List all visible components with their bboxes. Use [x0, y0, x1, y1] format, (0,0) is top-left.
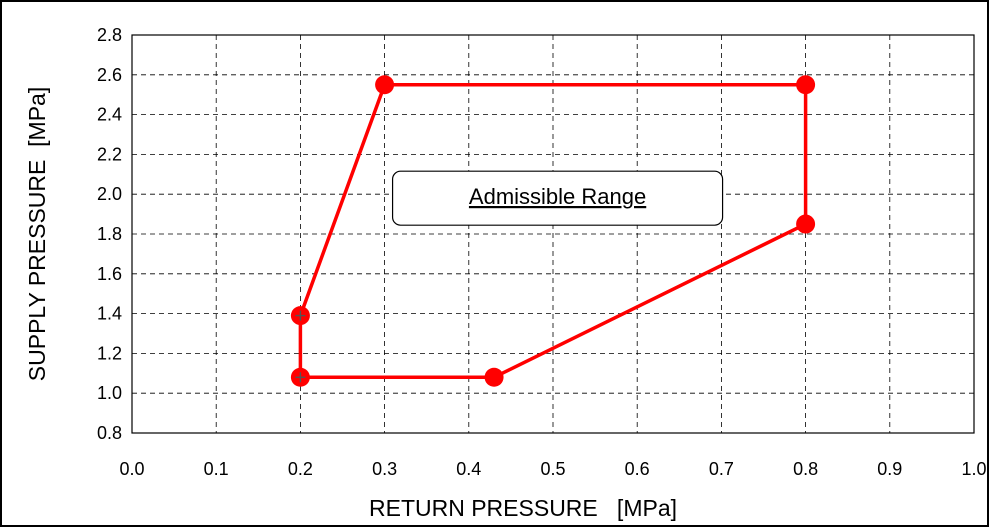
- x-tick-label-0.4: 0.4: [456, 459, 481, 479]
- data-point-1: [375, 75, 395, 95]
- x-tick-label-0.5: 0.5: [540, 459, 565, 479]
- x-tick-label-0.9: 0.9: [877, 459, 902, 479]
- data-point-3: [796, 214, 816, 234]
- x-tick-label-0.7: 0.7: [709, 459, 734, 479]
- x-tick-label-0.6: 0.6: [625, 459, 650, 479]
- y-tick-label-1.6: 1.6: [97, 264, 122, 284]
- plot-area-border: [131, 34, 975, 434]
- x-tick-label-0.0: 0.0: [119, 459, 144, 479]
- y-tick-label-1.4: 1.4: [97, 304, 122, 324]
- annotation-box: [391, 170, 724, 226]
- y-tick-label-1.0: 1.0: [97, 383, 122, 403]
- x-tick-label-1.0: 1.0: [961, 459, 986, 479]
- y-tick-label-2.2: 2.2: [97, 144, 122, 164]
- annotation-layer: Admissible Range: [391, 170, 724, 226]
- data-point-2: [796, 75, 816, 95]
- x-tick-label-0.3: 0.3: [372, 459, 397, 479]
- y-tick-label-2.6: 2.6: [97, 65, 122, 85]
- y-tick-labels: 0.8 1.0 1.2 1.4 1.6 1.8 2.0 2.2 2.4 2.6 2.8: [97, 25, 122, 443]
- y-tick-label-0.8: 0.8: [97, 423, 122, 443]
- x-tick-label-0.8: 0.8: [793, 459, 818, 479]
- series-layer: [290, 75, 816, 387]
- data-point-4: [484, 367, 504, 387]
- y-tick-label-2.4: 2.4: [97, 105, 122, 125]
- x-tick-label-0.2: 0.2: [288, 459, 313, 479]
- y-tick-label-1.8: 1.8: [97, 224, 122, 244]
- y-tick-label-2.8: 2.8: [97, 25, 122, 45]
- grid: [132, 35, 974, 433]
- x-tick-labels: 0.0 0.1 0.2 0.3 0.4 0.5 0.6 0.7 0.8 0.9 1.0: [119, 459, 986, 479]
- y-axis-title: SUPPLY PRESSURE [MPa]: [24, 87, 50, 381]
- annotation-admissible-range: Admissible Range: [469, 184, 646, 209]
- x-tick-label-0.1: 0.1: [204, 459, 229, 479]
- x-axis-title: RETURN PRESSURE [MPa]: [369, 495, 677, 521]
- y-tick-label-1.2: 1.2: [97, 343, 122, 363]
- y-tick-label-2.0: 2.0: [97, 184, 122, 204]
